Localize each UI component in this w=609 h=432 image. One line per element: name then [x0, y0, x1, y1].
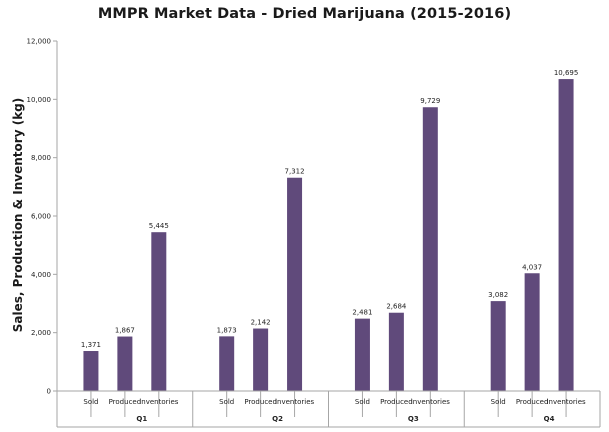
data-label: 2,142	[251, 319, 271, 327]
x-category-label: Sold	[219, 398, 234, 406]
x-category-label: Produced	[516, 398, 549, 406]
data-label: 2,684	[386, 303, 407, 311]
bar-q3-inventories	[422, 107, 438, 392]
bar-q1-inventories	[151, 232, 167, 391]
data-label: 1,867	[115, 327, 135, 335]
x-group-label: Q2	[272, 415, 283, 423]
y-tick-label: 6,000	[31, 213, 51, 221]
y-axis-label: Sales, Production & Inventory (kg)	[11, 98, 25, 332]
bar-q4-inventories	[558, 79, 574, 391]
y-tick-label: 10,000	[27, 96, 52, 104]
x-category-label: Sold	[491, 398, 506, 406]
bar-q2-produced	[253, 328, 269, 391]
y-tick-label: 8,000	[31, 154, 51, 162]
x-category-label: Sold	[83, 398, 98, 406]
data-label: 1,873	[217, 326, 237, 334]
bar-q2-inventories	[287, 177, 303, 391]
x-group-label: Q4	[544, 415, 555, 423]
bar-q3-produced	[388, 312, 404, 391]
x-category-label: Inventories	[275, 398, 315, 406]
bar-q1-produced	[117, 336, 133, 391]
chart-title: MMPR Market Data - Dried Marijuana (2015…	[97, 6, 512, 22]
bar-q3-sold	[354, 318, 370, 391]
bar-q2-sold	[219, 336, 235, 391]
x-category-label: Produced	[244, 398, 277, 406]
x-group-label: Q1	[136, 415, 147, 423]
x-category-label: Sold	[355, 398, 370, 406]
x-category-label: Inventories	[546, 398, 586, 406]
data-label: 10,695	[554, 69, 579, 77]
data-label: 2,481	[352, 309, 372, 317]
x-category-label: Inventories	[411, 398, 451, 406]
x-category-label: Inventories	[139, 398, 179, 406]
y-tick-label: 0	[47, 388, 51, 396]
data-label: 1,371	[81, 341, 101, 349]
bars: 1,371 1,867 5,445 1,873 2,142 7,312 2,481 2,684…	[81, 69, 579, 392]
bar-q4-produced	[524, 273, 540, 391]
y-tick-label: 4,000	[31, 271, 51, 279]
x-category-label: Produced	[380, 398, 413, 406]
x-group-label: Q3	[408, 415, 419, 423]
x-category-label: Produced	[109, 398, 142, 406]
bar-q4-sold	[490, 301, 506, 391]
data-label: 9,729	[420, 97, 440, 105]
data-label: 7,312	[285, 168, 305, 176]
data-label: 5,445	[149, 222, 169, 230]
y-axis: 0 2,000 4,000 6,000 8,000 10,000 12,000	[27, 38, 58, 396]
data-label: 4,037	[522, 263, 542, 271]
y-tick-label: 12,000	[27, 38, 52, 46]
bar-q1-sold	[83, 351, 99, 391]
y-tick-label: 2,000	[31, 329, 51, 337]
data-label: 3,082	[488, 291, 508, 299]
